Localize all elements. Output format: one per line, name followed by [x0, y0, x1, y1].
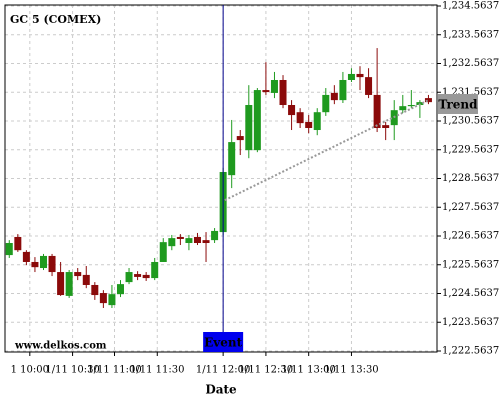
trend-label: Trend	[438, 98, 478, 112]
event-label-box	[203, 332, 244, 352]
candle-body	[236, 136, 244, 141]
y-tick-label: 1,231.5637	[442, 87, 499, 98]
candle-body	[279, 79, 287, 106]
x-tick-label: 1/11 10:30	[45, 365, 99, 376]
candle-body	[347, 73, 355, 80]
candle-body	[339, 79, 347, 101]
x-tick-label: 1/11 13:30	[324, 365, 378, 376]
candle-body	[14, 236, 22, 251]
candle-body	[39, 255, 47, 269]
candle-body	[262, 90, 270, 93]
candle-body	[116, 284, 124, 295]
candle-body	[296, 112, 304, 124]
candle-body	[305, 121, 313, 129]
x-tick-label: 1/11 11:30	[130, 365, 184, 376]
watermark: www.delkos.com	[14, 341, 107, 352]
candle-body	[82, 274, 90, 285]
candle-body	[125, 272, 133, 283]
x-tick-label: 1/11 12:00	[196, 365, 250, 376]
y-tick-label: 1,227.5637	[442, 202, 499, 213]
x-tick-label: 1/11 12:30	[239, 365, 293, 376]
x-axis-label: Date	[205, 383, 237, 397]
candle-body	[382, 125, 390, 129]
candle-body	[151, 261, 159, 279]
candle-body	[134, 274, 142, 277]
candle-body	[159, 242, 167, 262]
candle-body	[245, 105, 253, 151]
candle-body	[142, 274, 150, 279]
candle-body	[211, 230, 219, 241]
event-label: Event	[204, 336, 242, 350]
y-tick-label: 1,234.5637	[442, 1, 499, 12]
x-tick-label: 1/11 13:00	[281, 365, 335, 376]
candle-body	[399, 106, 407, 111]
x-tick-label: 1 10:00	[11, 365, 49, 376]
candle-body	[288, 105, 296, 116]
candle-body	[48, 255, 56, 273]
candle-body	[185, 238, 193, 244]
candle-body	[424, 98, 432, 103]
candle-body	[5, 243, 13, 256]
y-tick-label: 1,226.5637	[442, 231, 499, 242]
y-tick-label: 1,225.5637	[442, 259, 499, 270]
candle-body	[99, 293, 107, 304]
candle-body	[322, 94, 330, 113]
candle-body	[270, 79, 278, 93]
candle-body	[31, 261, 39, 268]
y-tick-label: 1,230.5637	[442, 116, 499, 127]
candle-body	[168, 238, 176, 247]
y-tick-label: 1,228.5637	[442, 173, 499, 184]
candle-body	[202, 240, 210, 244]
candle-body	[22, 251, 30, 262]
chart-title: GC 5 (COMEX)	[10, 13, 101, 26]
y-tick-label: 1,224.5637	[442, 288, 499, 299]
candle-body	[330, 92, 338, 101]
candle-body	[91, 284, 99, 296]
y-tick-label: 1,223.5637	[442, 317, 499, 328]
candle-body	[228, 142, 236, 176]
candle-body	[365, 77, 373, 95]
trend-label-box	[438, 94, 478, 114]
candle-body	[193, 236, 201, 244]
candle-body	[57, 272, 65, 296]
y-tick-label: 1,232.5637	[442, 58, 499, 69]
candle-body	[176, 236, 184, 239]
candle-body	[373, 94, 381, 129]
trend-line	[224, 99, 429, 202]
candle-body	[253, 90, 261, 151]
candle-body	[407, 105, 415, 107]
y-tick-label: 1,222.5637	[442, 346, 499, 357]
candle-body	[65, 272, 73, 296]
y-tick-label: 1,233.5637	[442, 29, 499, 40]
y-tick-label: 1,229.5637	[442, 144, 499, 155]
candle-body	[108, 294, 116, 306]
candle-body	[356, 73, 364, 78]
x-tick-label: 1/11 11:00	[87, 365, 141, 376]
candle-body	[74, 272, 82, 277]
candle-body	[313, 112, 321, 131]
